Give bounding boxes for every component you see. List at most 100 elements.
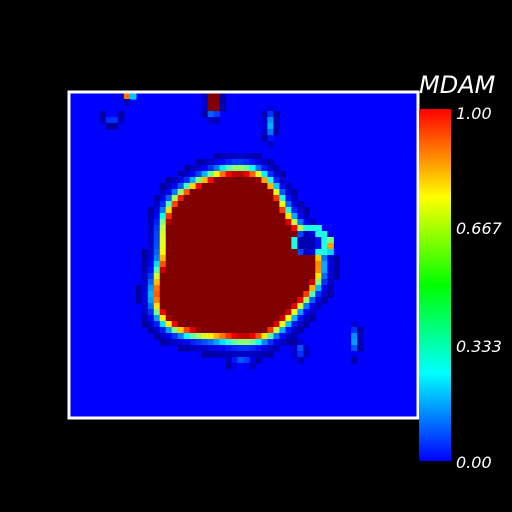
heatmap-cell [183, 333, 191, 340]
heatmap-cell [297, 267, 304, 274]
heatmap-cell [309, 219, 316, 226]
heatmap-cell [165, 237, 173, 244]
heatmap-cell [177, 171, 185, 178]
heatmap-cell [255, 159, 263, 166]
heatmap-cell [267, 225, 275, 232]
heatmap-cell [171, 261, 179, 268]
heatmap-cell [309, 267, 316, 274]
heatmap-cell [111, 117, 119, 124]
heatmap-cell [189, 213, 197, 220]
heatmap-cell [225, 255, 233, 262]
heatmap-cell [153, 237, 161, 244]
heatmap-cell [207, 249, 215, 256]
heatmap-cell [195, 345, 203, 352]
heatmap-cell [303, 255, 310, 262]
heatmap-cell [249, 339, 257, 346]
heatmap-cell [243, 351, 251, 358]
heatmap-cell [315, 255, 322, 262]
heatmap-cell [297, 303, 304, 310]
heatmap-cell [207, 207, 215, 214]
heatmap-cell [141, 273, 149, 280]
heatmap-cell [213, 249, 221, 256]
heatmap-cell [261, 171, 269, 178]
heatmap-cell [141, 291, 149, 298]
heatmap-cell [237, 315, 245, 322]
heatmap-cell [243, 321, 251, 328]
heatmap-cell [315, 267, 322, 274]
heatmap-cell [225, 249, 233, 256]
heatmap-cell [279, 267, 286, 274]
heatmap-cell [213, 105, 221, 112]
heatmap-cell [189, 339, 197, 346]
heatmap-cell [309, 255, 316, 262]
heatmap-cells [99, 93, 364, 370]
heatmap-cell [195, 327, 203, 334]
heatmap-cell [267, 213, 275, 220]
heatmap-cell [291, 255, 298, 262]
heatmap-cell [243, 357, 251, 364]
heatmap-cell [285, 333, 292, 340]
heatmap-cell [141, 321, 149, 328]
heatmap-cell [279, 177, 286, 184]
heatmap-cell [165, 279, 173, 286]
heatmap-cell [279, 195, 286, 202]
heatmap-cell [219, 267, 227, 274]
heatmap-cell [267, 123, 275, 130]
heatmap-cell [255, 261, 263, 268]
heatmap-cell [207, 303, 215, 310]
heatmap-cell [231, 327, 239, 334]
heatmap-cell [309, 285, 316, 292]
heatmap-cell [225, 213, 233, 220]
heatmap-cell [225, 177, 233, 184]
heatmap-cell [171, 255, 179, 262]
heatmap-cell [231, 159, 239, 166]
heatmap-cell [153, 255, 161, 262]
heatmap-cell [195, 171, 203, 178]
heatmap-cell [249, 357, 257, 364]
heatmap-cell [243, 183, 251, 190]
heatmap-cell [201, 333, 209, 340]
heatmap-cell [195, 255, 203, 262]
heatmap-cell [291, 351, 298, 358]
heatmap-cell [219, 219, 227, 226]
heatmap-cell [315, 291, 322, 298]
heatmap-cell [213, 345, 221, 352]
heatmap-cell [309, 315, 316, 322]
heatmap-cell [201, 93, 209, 100]
heatmap-cell [213, 327, 221, 334]
heatmap-cell [207, 267, 215, 274]
heatmap-cell [273, 189, 280, 196]
heatmap-cell [255, 267, 263, 274]
heatmap-cell [255, 315, 263, 322]
heatmap-cell [249, 303, 257, 310]
heatmap-cell [279, 201, 286, 208]
heatmap-cell [303, 231, 310, 238]
heatmap-cell [279, 213, 286, 220]
heatmap-cell [159, 231, 167, 238]
heatmap-cell [273, 261, 280, 268]
heatmap-cell [315, 225, 322, 232]
heatmap-cell [297, 261, 304, 268]
heatmap-cell [213, 279, 221, 286]
heatmap-cell [147, 309, 155, 316]
heatmap-cell [261, 111, 269, 118]
heatmap-cell [201, 309, 209, 316]
heatmap-cell [261, 129, 269, 136]
heatmap-cell [267, 195, 275, 202]
heatmap-cell [237, 243, 245, 250]
heatmap-cell [291, 297, 298, 304]
heatmap-cell [219, 171, 227, 178]
heatmap-cell [237, 249, 245, 256]
heatmap-cell [213, 225, 221, 232]
heatmap-cell [219, 285, 227, 292]
heatmap-cell [255, 279, 263, 286]
heatmap-cell [189, 207, 197, 214]
heatmap-cell [261, 195, 269, 202]
heatmap-cell [183, 315, 191, 322]
heatmap-cell [183, 285, 191, 292]
heatmap-cell [231, 345, 239, 352]
heatmap-cell [237, 297, 245, 304]
heatmap-cell [249, 219, 257, 226]
heatmap-cell [213, 231, 221, 238]
heatmap-cell [177, 189, 185, 196]
